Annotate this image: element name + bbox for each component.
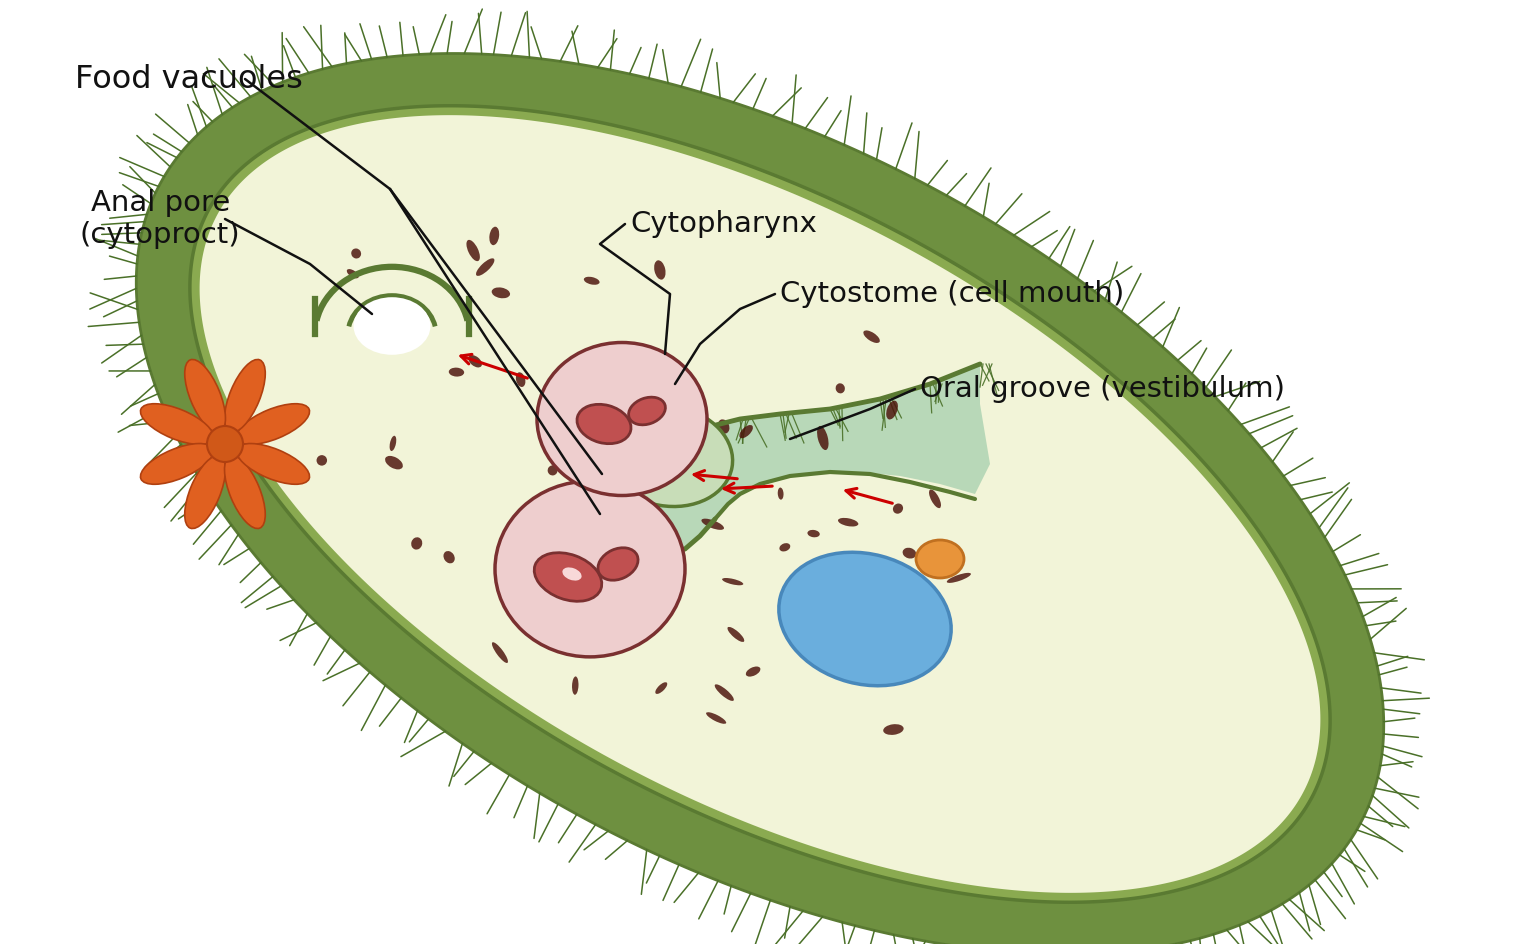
Ellipse shape — [650, 560, 662, 582]
Ellipse shape — [808, 530, 820, 537]
Ellipse shape — [386, 456, 402, 469]
Ellipse shape — [490, 227, 499, 245]
Ellipse shape — [728, 627, 745, 642]
Ellipse shape — [702, 518, 723, 530]
Ellipse shape — [237, 404, 310, 445]
Ellipse shape — [571, 677, 579, 695]
Ellipse shape — [140, 404, 214, 445]
Text: Anal pore
(cytoproct): Anal pore (cytoproct) — [80, 189, 241, 249]
Ellipse shape — [492, 287, 510, 298]
Ellipse shape — [903, 548, 915, 559]
Ellipse shape — [929, 490, 942, 508]
Polygon shape — [621, 364, 991, 554]
Ellipse shape — [574, 507, 584, 520]
Ellipse shape — [777, 487, 783, 499]
Ellipse shape — [353, 297, 430, 355]
Ellipse shape — [184, 360, 226, 432]
Ellipse shape — [578, 404, 631, 444]
Ellipse shape — [449, 367, 464, 377]
Ellipse shape — [588, 585, 602, 597]
Ellipse shape — [722, 578, 743, 585]
Ellipse shape — [468, 355, 482, 367]
Ellipse shape — [892, 503, 903, 514]
Ellipse shape — [352, 248, 361, 259]
Ellipse shape — [140, 444, 214, 484]
Ellipse shape — [316, 455, 327, 465]
Ellipse shape — [863, 330, 880, 343]
Polygon shape — [190, 106, 1330, 902]
Ellipse shape — [746, 666, 760, 677]
Ellipse shape — [915, 540, 965, 578]
Text: Food vacuoles: Food vacuoles — [75, 63, 303, 94]
Circle shape — [207, 426, 243, 462]
Ellipse shape — [839, 518, 859, 527]
Ellipse shape — [802, 624, 811, 634]
Ellipse shape — [886, 400, 899, 419]
Ellipse shape — [562, 567, 582, 581]
Polygon shape — [137, 54, 1384, 944]
Ellipse shape — [952, 554, 965, 565]
Ellipse shape — [516, 372, 525, 387]
Ellipse shape — [739, 425, 753, 438]
Ellipse shape — [531, 576, 545, 597]
Ellipse shape — [866, 634, 876, 643]
Ellipse shape — [535, 552, 602, 601]
Ellipse shape — [604, 406, 733, 507]
Ellipse shape — [538, 343, 707, 496]
Ellipse shape — [707, 712, 727, 724]
Ellipse shape — [839, 604, 849, 614]
Polygon shape — [200, 115, 1321, 893]
Ellipse shape — [714, 684, 734, 701]
Ellipse shape — [467, 240, 479, 261]
Ellipse shape — [656, 683, 667, 694]
Ellipse shape — [946, 573, 971, 582]
Ellipse shape — [492, 642, 508, 663]
Ellipse shape — [628, 397, 665, 425]
Ellipse shape — [375, 338, 390, 348]
Ellipse shape — [390, 436, 396, 451]
Ellipse shape — [548, 465, 558, 476]
Ellipse shape — [184, 456, 226, 529]
Ellipse shape — [495, 481, 685, 657]
Ellipse shape — [598, 548, 637, 581]
Ellipse shape — [224, 360, 266, 432]
Ellipse shape — [476, 259, 495, 276]
Text: Cytostome (cell mouth): Cytostome (cell mouth) — [780, 280, 1124, 308]
Ellipse shape — [836, 383, 845, 394]
Ellipse shape — [347, 269, 359, 278]
Ellipse shape — [584, 277, 599, 285]
Ellipse shape — [779, 543, 791, 551]
Ellipse shape — [817, 426, 828, 450]
Ellipse shape — [717, 419, 730, 433]
Ellipse shape — [224, 456, 266, 529]
Ellipse shape — [237, 444, 310, 484]
Text: Oral groove (vestibulum): Oral groove (vestibulum) — [920, 375, 1286, 403]
Ellipse shape — [654, 261, 665, 279]
Text: Cytopharynx: Cytopharynx — [630, 210, 817, 238]
Ellipse shape — [610, 565, 619, 583]
Ellipse shape — [779, 552, 951, 685]
Ellipse shape — [883, 724, 903, 735]
Ellipse shape — [911, 603, 922, 619]
Ellipse shape — [444, 551, 455, 564]
Ellipse shape — [412, 537, 422, 549]
